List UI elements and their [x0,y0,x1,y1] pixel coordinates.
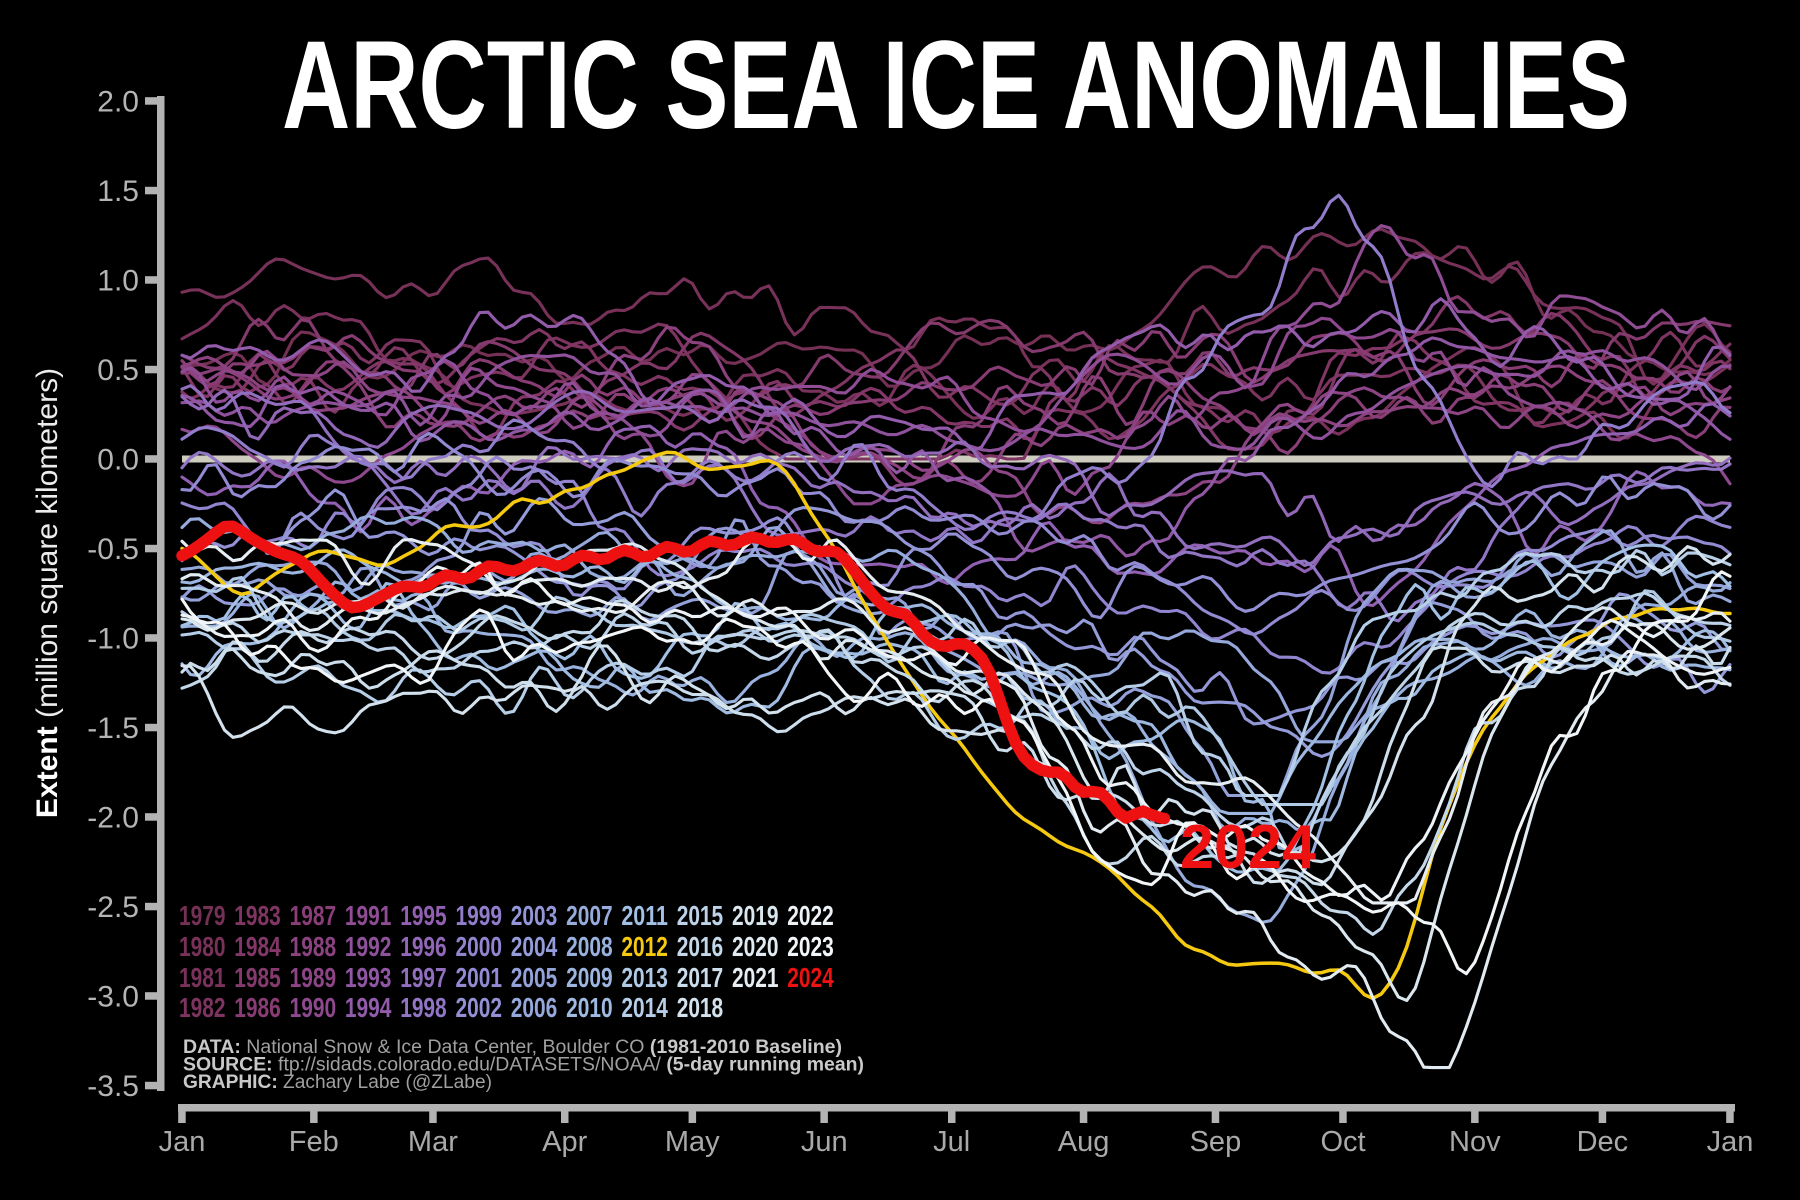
svg-text:GRAPHIC: Zachary Labe (@ZLabe): GRAPHIC: Zachary Labe (@ZLabe) [183,1072,492,1093]
svg-text:1987: 1987 [290,900,337,931]
svg-text:0.0: 0.0 [97,444,139,477]
svg-text:Feb: Feb [289,1126,339,1158]
svg-text:-0.5: -0.5 [87,533,139,566]
svg-text:2007: 2007 [566,900,613,931]
svg-text:2000: 2000 [456,931,503,962]
svg-text:Apr: Apr [542,1126,587,1158]
svg-text:Nov: Nov [1449,1126,1501,1158]
svg-text:ARCTIC SEA ICE ANOMALIES: ARCTIC SEA ICE ANOMALIES [282,16,1630,155]
svg-text:2024: 2024 [787,962,834,993]
svg-text:1988: 1988 [290,931,337,962]
svg-text:-1.0: -1.0 [87,623,139,656]
svg-text:-2.0: -2.0 [87,802,139,835]
svg-text:1994: 1994 [345,992,392,1023]
svg-text:Sep: Sep [1190,1126,1242,1158]
svg-text:Dec: Dec [1577,1126,1629,1158]
svg-text:2001: 2001 [456,962,503,993]
svg-text:Aug: Aug [1058,1126,1110,1158]
svg-text:1983: 1983 [234,900,280,931]
svg-text:2006: 2006 [511,992,558,1023]
svg-text:1985: 1985 [234,962,280,993]
svg-text:0.5: 0.5 [97,354,139,387]
svg-text:1998: 1998 [400,992,447,1023]
svg-text:DATA: National Snow & Ice Data: DATA: National Snow & Ice Data Center, B… [183,1037,842,1058]
svg-text:2002: 2002 [456,992,503,1023]
svg-text:Jun: Jun [801,1126,848,1158]
svg-text:1982: 1982 [179,992,226,1023]
svg-text:1990: 1990 [290,992,337,1023]
svg-text:1989: 1989 [290,962,337,993]
svg-text:Jul: Jul [933,1126,970,1158]
svg-text:2016: 2016 [677,931,724,962]
svg-text:2008: 2008 [566,931,613,962]
svg-text:2013: 2013 [621,962,668,993]
svg-text:2011: 2011 [621,900,668,931]
svg-text:1995: 1995 [400,900,447,931]
svg-text:2010: 2010 [566,992,613,1023]
svg-text:-2.5: -2.5 [87,891,139,924]
svg-text:2017: 2017 [677,962,724,993]
svg-text:2021: 2021 [732,962,779,993]
svg-text:1980: 1980 [179,931,226,962]
svg-text:2012: 2012 [621,931,668,962]
svg-text:1986: 1986 [234,992,280,1023]
svg-text:Oct: Oct [1320,1126,1365,1158]
svg-text:1979: 1979 [179,900,226,931]
svg-text:1999: 1999 [456,900,503,931]
svg-text:1996: 1996 [400,931,447,962]
svg-text:-3.0: -3.0 [87,981,139,1014]
svg-text:2022: 2022 [787,900,834,931]
svg-text:2014: 2014 [621,992,668,1023]
svg-text:Mar: Mar [408,1126,458,1158]
svg-text:May: May [665,1126,720,1158]
svg-text:2005: 2005 [511,962,558,993]
svg-text:2024: 2024 [1180,813,1316,882]
svg-text:Jan: Jan [1707,1126,1754,1158]
svg-text:1.5: 1.5 [97,175,139,208]
svg-text:1.0: 1.0 [97,265,139,298]
svg-text:Extent (million square kilomet: Extent (million square kilometers) [31,368,64,818]
svg-text:2019: 2019 [732,900,779,931]
svg-text:-3.5: -3.5 [87,1070,139,1103]
svg-text:-1.5: -1.5 [87,712,139,745]
svg-text:2004: 2004 [511,931,558,962]
svg-text:1992: 1992 [345,931,392,962]
svg-text:1984: 1984 [234,931,281,962]
svg-text:1981: 1981 [179,962,226,993]
svg-text:Jan: Jan [159,1126,206,1158]
svg-text:SOURCE: ftp://sidads.colorado.: SOURCE: ftp://sidads.colorado.edu/DATASE… [183,1055,864,1076]
svg-text:2023: 2023 [787,931,834,962]
svg-text:2009: 2009 [566,962,613,993]
svg-text:2020: 2020 [732,931,779,962]
svg-text:1997: 1997 [400,962,447,993]
svg-text:2018: 2018 [677,992,724,1023]
svg-text:1991: 1991 [345,900,392,931]
svg-text:1993: 1993 [345,962,392,993]
svg-text:2015: 2015 [677,900,724,931]
svg-text:2.0: 2.0 [97,86,139,119]
svg-text:2003: 2003 [511,900,558,931]
